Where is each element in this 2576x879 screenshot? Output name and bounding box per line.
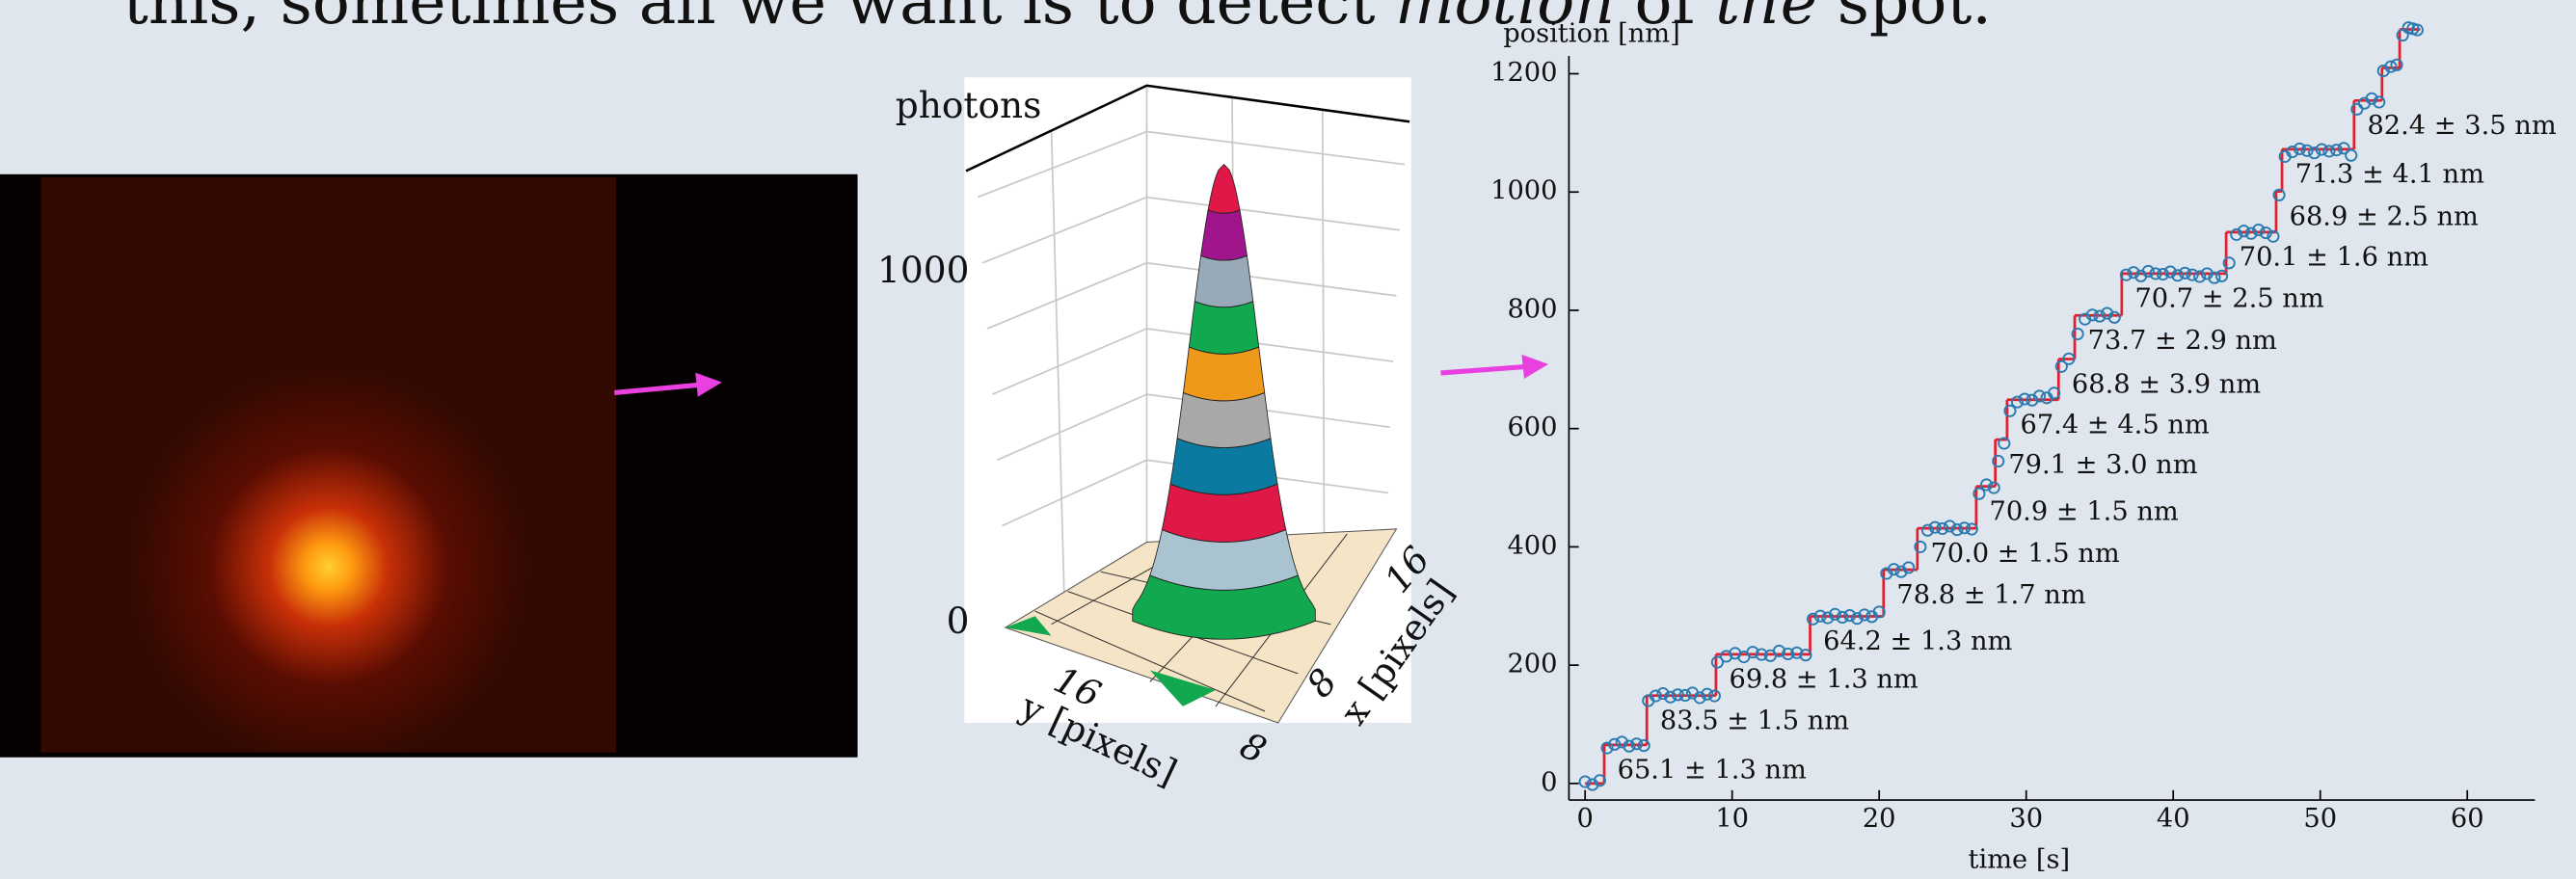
step-annotation: 82.4 ± 3.5 nm — [2367, 111, 2556, 141]
intro-part: this, sometimes all we want is to detect — [123, 0, 1395, 39]
y-tick-label: 800 — [1507, 294, 1557, 324]
x-tick-label: 0 — [1577, 804, 1594, 834]
x-axis-label: time [s] — [1969, 845, 2071, 875]
page: this, sometimes all we want is to detect… — [0, 0, 2576, 879]
step-annotation: 67.4 ± 4.5 nm — [2021, 411, 2210, 440]
y-tick-label: 0 — [1541, 767, 1557, 797]
image-spot — [41, 177, 616, 752]
step-annotation: 65.1 ± 1.3 nm — [1618, 756, 1807, 786]
step-annotation: 78.8 ± 1.7 nm — [1896, 580, 2085, 610]
x-tick-label: 20 — [1863, 804, 1896, 834]
step-annotation: 73.7 ± 2.9 nm — [2088, 326, 2277, 356]
z-tick-label: 0 — [947, 599, 970, 642]
step-annotation: 71.3 ± 4.1 nm — [2295, 160, 2484, 190]
step-annotation: 70.0 ± 1.5 nm — [1930, 539, 2119, 569]
z-tick-label: 1000 — [877, 249, 969, 291]
intro-part: the — [1715, 0, 1817, 39]
y-axis-label: position [nm] — [1503, 18, 1679, 48]
intro-text: this, sometimes all we want is to detect… — [123, 0, 1992, 39]
y-tick-label: 200 — [1507, 650, 1557, 679]
y-tick-label: 600 — [1507, 413, 1557, 442]
x-tick-label: 40 — [2157, 804, 2190, 834]
surface-band — [1201, 210, 1248, 260]
y-tick-label: 400 — [1507, 531, 1557, 561]
x-tick-label: 10 — [1715, 804, 1749, 834]
surface-band — [1189, 302, 1258, 355]
x-tick-label: 50 — [2303, 804, 2337, 834]
camera-image — [0, 174, 858, 758]
step-annotation: 70.7 ± 2.5 nm — [2134, 284, 2323, 314]
x-tick-label: 60 — [2451, 804, 2484, 834]
z-axis-label: photons — [896, 84, 1042, 126]
surface-band — [1183, 347, 1264, 401]
step-annotation: 83.5 ± 1.5 nm — [1660, 706, 1849, 735]
step-annotation: 70.1 ± 1.6 nm — [2240, 243, 2428, 273]
step-annotation: 68.9 ± 2.5 nm — [2290, 201, 2479, 231]
step-annotation: 68.8 ± 3.9 nm — [2072, 369, 2261, 399]
y-tick-label: 1000 — [1490, 176, 1557, 206]
step-annotation: 70.9 ± 1.5 nm — [1989, 496, 2178, 526]
slide: this, sometimes all we want is to detect… — [0, 0, 2576, 879]
intro-part: spot. — [1817, 0, 1992, 39]
step-annotation: 79.1 ± 3.0 nm — [2008, 450, 2197, 480]
step-annotation: 69.8 ± 1.3 nm — [1730, 665, 1919, 695]
step-annotation: 64.2 ± 1.3 nm — [1823, 626, 2012, 656]
surface-band — [1194, 255, 1252, 306]
y-tick-label: 1200 — [1490, 58, 1557, 88]
x-tick-label: 30 — [2009, 804, 2043, 834]
